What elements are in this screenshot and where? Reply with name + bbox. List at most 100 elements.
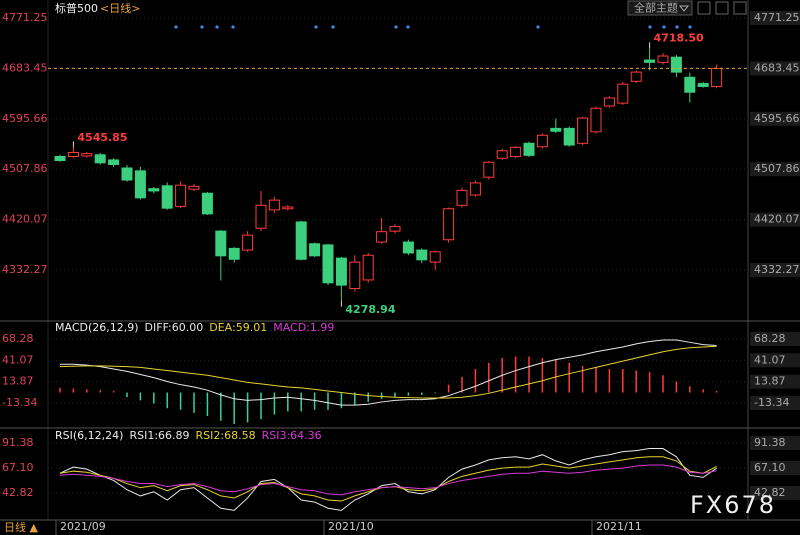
y-tick-box (750, 353, 800, 368)
y-tick-label-left: 4683.45 (2, 61, 48, 74)
y-tick-box (750, 212, 800, 227)
candle-body (510, 146, 522, 157)
chart-subtitle: <日线> (100, 1, 140, 15)
y-tick-label-right: 91.38 (754, 436, 786, 449)
y-tick-label-left: -13.34 (2, 396, 37, 409)
y-tick-label-right: 4332.27 (754, 263, 800, 276)
indicator-line (59, 448, 717, 511)
candle-body (644, 59, 656, 63)
y-tick-box (750, 331, 800, 346)
x-tick-label: 2021/09 (60, 520, 106, 533)
toolbar-icon[interactable] (715, 1, 729, 15)
candle-body (362, 254, 374, 281)
event-marker (215, 25, 219, 29)
candle-body (617, 83, 629, 104)
event-marker (200, 25, 204, 29)
event-marker (174, 25, 178, 29)
candle-body (255, 204, 267, 229)
y-tick-label-right: 13.87 (754, 375, 786, 388)
toolbar-icon[interactable] (733, 1, 747, 15)
x-tick-label: 2021/10 (328, 520, 374, 533)
indicator-line (60, 339, 717, 406)
y-tick-box (750, 263, 800, 278)
candle-body (242, 234, 254, 251)
y-tick-label-right: 41.07 (754, 353, 786, 366)
legend-entry: RSI1:66.89 (129, 429, 189, 442)
y-tick-box (750, 486, 800, 500)
y-tick-label-right: 4771.25 (754, 11, 800, 24)
y-tick-label-left: 91.38 (2, 436, 34, 449)
candle-body (148, 188, 160, 192)
candle-body (563, 127, 575, 146)
y-tick-label-right: 4683.45 (754, 61, 800, 74)
y-tick-box (750, 111, 800, 126)
y-tick-label-right: 42.82 (754, 486, 786, 499)
period-selector[interactable]: 日线 ▲ (4, 520, 38, 534)
theme-button[interactable] (627, 0, 693, 16)
theme-button-label: 全部主题 (634, 1, 678, 15)
candle-body (443, 208, 455, 241)
watermark: FX678 (690, 491, 776, 519)
indicator-title: RSI(6,12,24) (55, 429, 123, 442)
candle-body (81, 153, 93, 157)
event-marker (406, 25, 410, 29)
extreme-label: 4545.85 (77, 131, 127, 144)
y-tick-label-left: 41.07 (2, 353, 34, 366)
y-tick-label-right: 68.28 (754, 332, 786, 345)
candle-body (630, 71, 642, 82)
legend-entry: RSI3:64.36 (262, 429, 322, 442)
candle-body (657, 55, 669, 63)
y-tick-label-left: 4595.66 (2, 112, 48, 125)
y-tick-label-right: 4595.66 (754, 112, 800, 125)
candle-body (389, 226, 401, 232)
candle-body (456, 189, 468, 206)
y-tick-label-left: 13.87 (2, 375, 34, 388)
candle-body (67, 151, 79, 157)
candle-body (228, 247, 240, 260)
y-tick-box (750, 435, 800, 450)
legend-entry: DIFF:60.00 (145, 321, 204, 334)
y-tick-label-left: 4420.07 (2, 213, 48, 226)
candle-body (523, 142, 535, 156)
event-marker (648, 25, 652, 29)
y-tick-box (750, 61, 800, 76)
event-marker (688, 25, 692, 29)
candle-body (335, 257, 347, 286)
candle-body (175, 184, 187, 207)
event-marker (675, 25, 679, 29)
y-tick-box (750, 395, 800, 410)
y-tick-box (750, 460, 800, 475)
indicator-title: MACD(26,12,9) (55, 321, 139, 334)
indicator-line (59, 464, 717, 496)
candle-body (309, 243, 321, 257)
candle-body (550, 127, 562, 132)
y-tick-box (750, 11, 800, 25)
candle-body (282, 206, 294, 210)
candle-body (121, 167, 133, 181)
legend-entry: DEA:59.01 (209, 321, 267, 334)
y-tick-label-left: 4771.25 (2, 11, 48, 24)
dropdown-arrow (678, 5, 690, 12)
candle-body (134, 170, 146, 199)
candle-body (711, 67, 723, 87)
x-tick-label: 2021/11 (596, 520, 642, 533)
candle-body (268, 199, 280, 211)
legend-entry: MACD:1.99 (273, 321, 334, 334)
y-tick-label-right: 4507.86 (754, 162, 800, 175)
candle-body (376, 231, 388, 243)
event-marker (536, 25, 540, 29)
candle-body (590, 107, 602, 133)
candle-body (603, 97, 615, 107)
candle-body (94, 154, 106, 164)
candle-body (577, 117, 589, 144)
toolbar-icon[interactable] (697, 1, 711, 15)
y-tick-label-left: 4332.27 (2, 263, 48, 276)
candle-body (536, 134, 548, 148)
candle-body (684, 76, 696, 93)
candle-body (429, 251, 441, 263)
candle-body (469, 182, 481, 196)
y-tick-label-left: 42.82 (2, 486, 34, 499)
candle-body (416, 249, 428, 261)
